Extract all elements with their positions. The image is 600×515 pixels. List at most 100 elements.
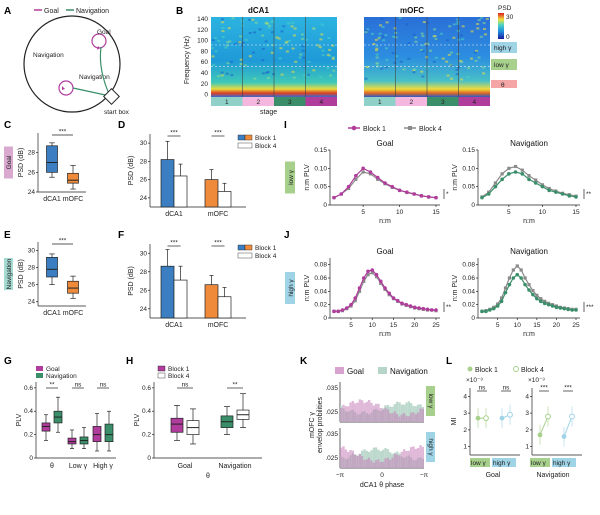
series-point-block1 — [562, 306, 567, 311]
spectrogram-texture-cell — [414, 40, 418, 43]
spectrogram-texture-cell — [221, 21, 225, 24]
hist-bar-navigation — [410, 403, 413, 422]
y-tick-label: 0.10 — [314, 165, 327, 172]
x-tick-label: 20 — [553, 322, 561, 329]
hist-bar-goal — [421, 446, 424, 468]
spectrogram-texture-cell — [414, 36, 418, 39]
stage-bar — [427, 97, 459, 106]
spectrogram-texture-cell — [217, 39, 221, 42]
series-point-block1 — [531, 292, 535, 297]
spectrogram-texture-cell — [456, 22, 460, 25]
hist-bar-goal — [393, 411, 396, 422]
x-tick-label: 25 — [572, 322, 580, 329]
hist-bar-goal — [396, 413, 399, 422]
spectrogram-texture-cell — [399, 60, 403, 63]
goal-zone-lower — [58, 80, 74, 96]
bar-mOFC-Block 1 — [204, 284, 219, 319]
legend-marker-block1 — [351, 125, 357, 131]
spectrogram-texture-cell — [292, 76, 296, 79]
bar-dCA1-Block 1 — [160, 265, 175, 319]
hist-bar-goal — [370, 460, 373, 468]
spectrogram-texture-cell — [221, 35, 225, 38]
panel-letter-h: H — [126, 356, 133, 367]
panel-d-barchart: 30 28 26 24 PSD (dB) dCA1 *** mOFC *** Block 1Blo… — [128, 130, 277, 219]
y-tick-label: 0.2 — [24, 432, 33, 439]
panel-i-lineplots: low γ Block 1 Block 4 0.15 0.10 0.05 0 n:m PLV G… — [285, 125, 592, 225]
series-point-block1 — [421, 306, 426, 311]
spectrogram-texture-cell — [426, 21, 430, 24]
hist-bar-goal — [386, 457, 389, 468]
y-tick-label: 4 — [463, 393, 467, 400]
hist-bar-goal — [377, 403, 380, 422]
bar-mOFC-Block 1 — [204, 179, 219, 208]
maze-arena-circle — [23, 15, 121, 113]
series-point-block4 — [499, 296, 504, 300]
spectrogram-texture-cell — [378, 36, 382, 39]
hist-bar-goal — [405, 415, 408, 422]
series-point-block1 — [412, 305, 417, 310]
hist-bar-goal — [412, 446, 415, 468]
hist-bar-navigation — [384, 448, 387, 468]
goal-label: Goal — [97, 29, 111, 36]
spectrogram-texture-cell — [312, 69, 316, 72]
spectrogram-texture-cell — [439, 32, 443, 35]
series-point-block1 — [507, 172, 511, 176]
box-mOFC-box — [67, 172, 79, 184]
x-axis-label: n:m — [379, 331, 391, 338]
series-point-block4 — [366, 273, 370, 277]
spectrogram-texture-cell — [225, 72, 229, 75]
panel-letter-l: L — [446, 356, 452, 367]
series-point-block1 — [353, 296, 358, 300]
spectrogram-texture-cell — [484, 33, 487, 36]
stage-bar — [305, 97, 337, 106]
x-category-label: mOFC — [63, 310, 84, 317]
spectrogram-texture-cell — [460, 61, 464, 64]
x-axis-label: n:m — [523, 218, 535, 225]
y-tick-label: .025 — [325, 455, 338, 462]
hist-bar-goal — [365, 459, 368, 468]
spectrogram-texture-cell — [293, 34, 296, 37]
series-point-block1 — [500, 177, 504, 182]
spectrogram-texture-cell — [214, 50, 218, 53]
panel-letter-a: A — [4, 6, 11, 17]
mi-point-block1 — [499, 415, 505, 421]
significance-label: ** — [232, 382, 238, 389]
hist-bar-goal — [358, 454, 361, 468]
series-point-block1 — [340, 308, 345, 312]
spectrogram-texture-cell — [456, 21, 460, 24]
spectrogram-texture-cell — [248, 55, 252, 58]
series-point-block1 — [484, 309, 488, 314]
spectrogram-texture-cell — [285, 50, 289, 53]
series-point-block1 — [417, 306, 421, 310]
mi-point-block4 — [483, 415, 489, 422]
series-point-block1 — [495, 304, 500, 308]
legend-label: Block 4 — [255, 253, 277, 260]
series-point-block1 — [425, 307, 430, 312]
series-point-block1 — [515, 272, 520, 277]
colorbar-label: PSD — [498, 5, 512, 12]
spectrogram-texture-cell — [301, 49, 305, 52]
legend-swatch-block1 — [237, 134, 246, 141]
hist-bar-goal — [405, 450, 408, 468]
spectrogram-texture-cell — [445, 60, 449, 63]
spectrogram-texture-cell — [312, 28, 316, 31]
series-point-block1 — [507, 282, 512, 287]
series-point-block4 — [370, 271, 374, 275]
spectrogram-texture-cell — [331, 57, 335, 60]
y-tick-label: .035 — [325, 385, 338, 392]
legend-swatch-navigation — [36, 373, 43, 378]
spectrogram-texture-cell — [268, 24, 272, 27]
spectrogram-ytick: 120 — [197, 27, 208, 34]
spectrogram-ytick: 100 — [197, 38, 208, 45]
hist-bar-goal — [340, 408, 343, 422]
hist-bar-goal — [349, 402, 352, 422]
y-axis-label: PLV — [16, 413, 23, 426]
hist-bar-goal — [384, 407, 387, 422]
spectrogram-texture-cell — [211, 47, 214, 50]
y-tick-label: 2 — [463, 427, 467, 434]
series-point-block4 — [503, 286, 508, 290]
spectrogram-texture-cell — [456, 53, 460, 56]
